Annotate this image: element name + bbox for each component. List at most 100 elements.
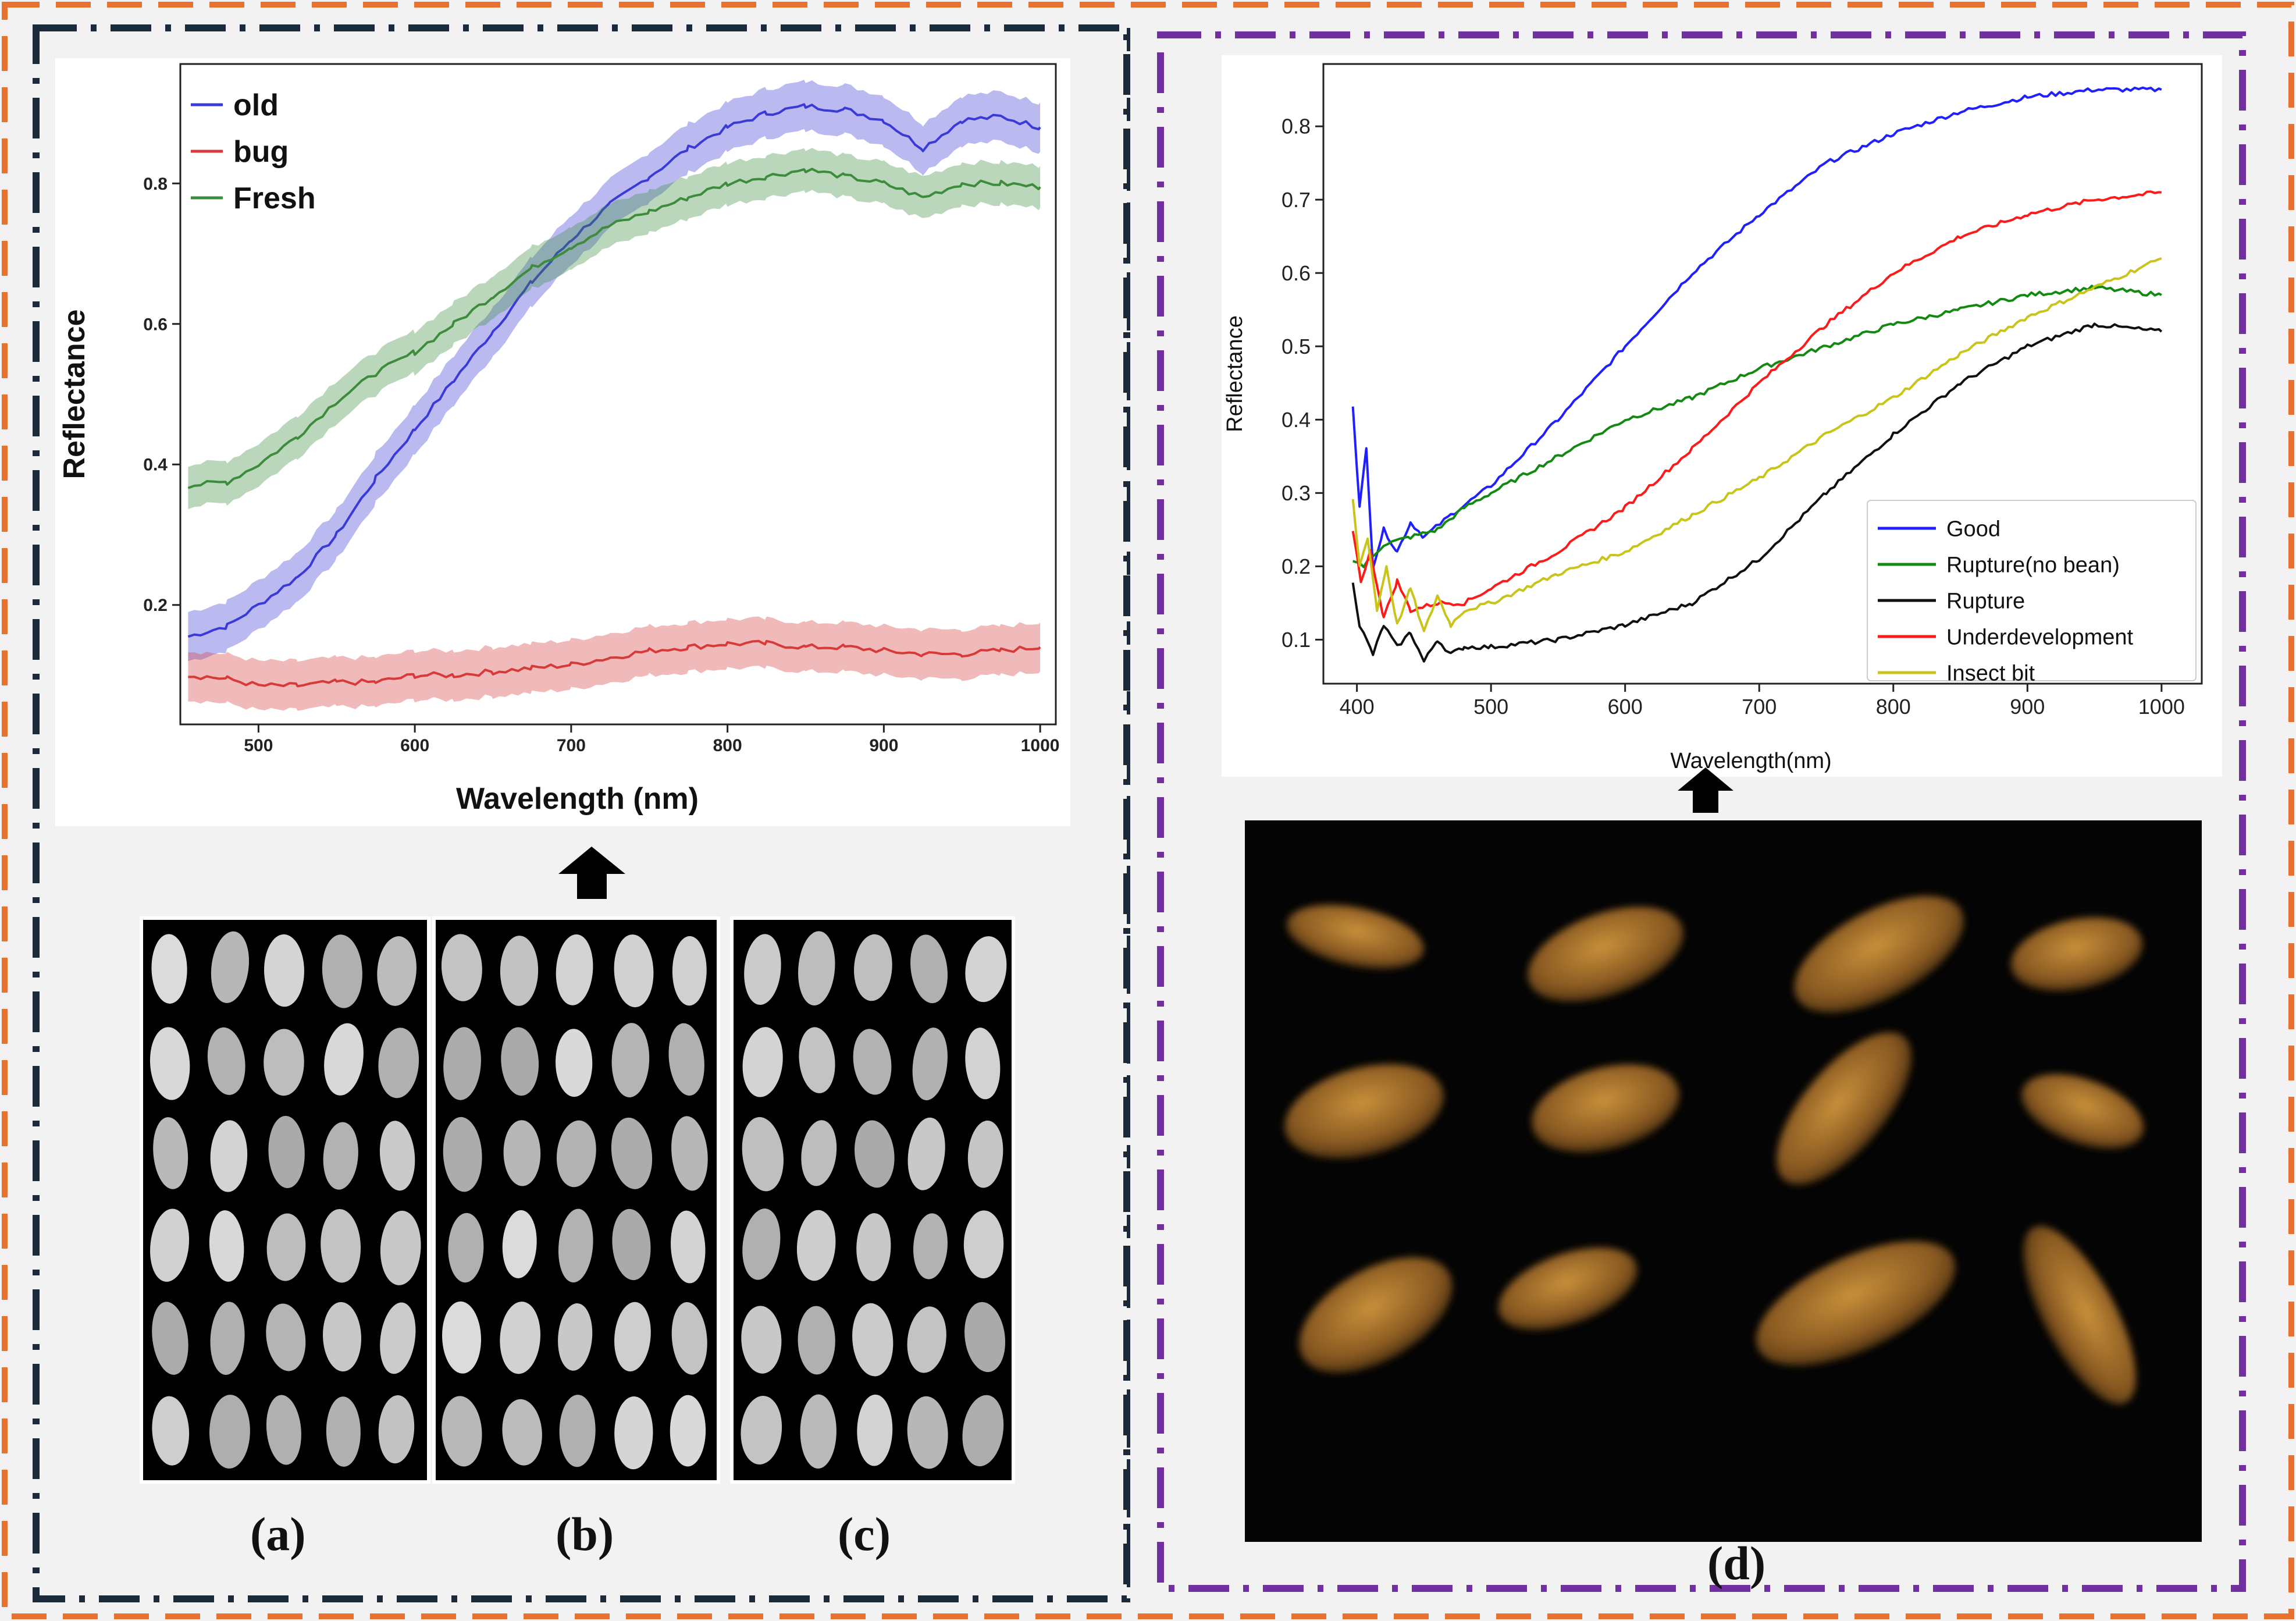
almond-kernel (800, 1394, 836, 1469)
almond-kernel (211, 931, 250, 1003)
almond-kernel (556, 1120, 596, 1188)
series-line-fresh (187, 168, 1041, 489)
x-tick-label: 900 (2010, 695, 2045, 719)
x-axis-label: Wavelength (nm) (456, 782, 699, 816)
almond-kernel (855, 1120, 895, 1188)
almond-kernels-b (441, 934, 708, 1470)
series-line-insect-bit (1351, 257, 2162, 632)
almond-kernel (967, 1120, 1003, 1188)
legend-label: Insect bit (1946, 661, 2035, 685)
almond-kernel (965, 936, 1007, 1003)
legend-label: Fresh (233, 182, 316, 215)
up-arrow-icon (558, 847, 625, 899)
x-tick-label: 900 (869, 736, 898, 755)
almond-kernel (801, 1120, 837, 1186)
almond-kernel (913, 1213, 948, 1279)
legend-label: Rupture(no bean) (1946, 553, 2120, 577)
almond-kernel (443, 1117, 482, 1192)
y-tick-label: 0.2 (143, 596, 168, 615)
panel-label-c: (c) (838, 1508, 891, 1560)
almond-kernel (857, 1394, 893, 1466)
almond-kernel (377, 936, 417, 1006)
almond-kernel (612, 1208, 651, 1281)
x-axis-label: Wavelength(nm) (1670, 749, 1831, 773)
almond-kernel (448, 1213, 484, 1283)
almond-kernel (264, 1029, 304, 1096)
almond-kernel (614, 1396, 653, 1470)
right-panel-border (1157, 31, 2246, 1592)
x-tick-label: 1000 (1021, 736, 1060, 755)
y-tick-label: 0.6 (1282, 261, 1311, 285)
almond-kernel (671, 1116, 708, 1191)
x-tick-label: 400 (1340, 695, 1375, 719)
right-reflectance-chart: 400 500 600 700 800 900 1000 0.1 0.2 0.3 0.4 0.5 0.6… (1222, 55, 2222, 777)
almond-kernel (324, 1023, 364, 1096)
almond-kernel (268, 1115, 305, 1189)
almond-kernel (556, 934, 593, 1005)
almond-kernel (501, 1027, 539, 1096)
almond-kernel (853, 1029, 892, 1095)
almond-photo-c (730, 916, 1015, 1484)
almond-kernel (611, 1023, 650, 1097)
almond-kernel (962, 1395, 1004, 1467)
peanut-pods-d (1284, 895, 2144, 1404)
x-tick-label: 800 (713, 736, 742, 755)
x-tick-label: 500 (1473, 695, 1508, 719)
almond-kernel (965, 1028, 1001, 1100)
almond-kernel (558, 1208, 593, 1283)
y-tick-label: 0.8 (143, 175, 168, 194)
almond-kernel (150, 1208, 190, 1282)
almond-kernel (799, 1027, 835, 1093)
almond-kernel (798, 1306, 835, 1375)
y-tick-label: 0.7 (1282, 188, 1311, 212)
almond-kernel (671, 1302, 707, 1375)
peanut-photo-d (1245, 820, 2202, 1542)
legend-label: bug (233, 135, 289, 169)
series-band-fresh (188, 148, 1041, 510)
almond-kernel (441, 934, 482, 1001)
almond-kernel (322, 934, 362, 1008)
y-tick-label: 0.8 (1282, 115, 1311, 138)
almond-kernel (742, 1027, 783, 1097)
almond-kernel (614, 1302, 651, 1372)
almond-kernel (442, 1396, 482, 1467)
y-tick-label: 0.5 (1282, 335, 1311, 358)
legend-label: Good (1946, 517, 2000, 541)
almond-photo-a (140, 916, 430, 1484)
almond-kernel (151, 934, 187, 1004)
almond-kernel (502, 1399, 542, 1466)
almond-kernel (266, 1213, 306, 1281)
almond-kernel (210, 1120, 248, 1192)
almond-kernel (910, 934, 948, 1004)
almond-kernel (153, 1117, 188, 1189)
x-tick-label: 700 (1742, 695, 1777, 719)
series-band-old (188, 80, 1041, 662)
series-line-good (1351, 86, 2162, 570)
almond-kernel (614, 934, 654, 1008)
almond-kernel (672, 936, 707, 1006)
almond-photo-b (432, 916, 720, 1484)
x-tick-label: 600 (1608, 695, 1643, 719)
plot-area-frame (179, 63, 1057, 726)
almond-kernel (321, 1208, 361, 1283)
almond-kernel (266, 1303, 306, 1371)
y-tick-label: 0.1 (1282, 628, 1311, 652)
almond-kernel (668, 1023, 704, 1096)
series-line-rupture (1351, 322, 2163, 663)
almond-kernel (502, 1210, 537, 1278)
series-line-underdevelopment (1351, 190, 2162, 618)
series-band-bug (188, 616, 1041, 711)
x-tick-label: 500 (244, 736, 273, 755)
x-tick-label: 1000 (2138, 695, 2185, 719)
y-tick-label: 0.4 (1282, 408, 1311, 432)
almond-kernel (742, 1208, 781, 1280)
series-line-bug (188, 639, 1041, 688)
almond-kernel (210, 1302, 245, 1375)
y-tick-label: 0.6 (143, 315, 168, 334)
legend-label: old (233, 88, 279, 122)
almond-kernel (798, 931, 835, 1006)
almond-kernel (558, 1303, 593, 1371)
almond-kernel (442, 1301, 482, 1374)
almond-kernel (854, 934, 892, 1001)
